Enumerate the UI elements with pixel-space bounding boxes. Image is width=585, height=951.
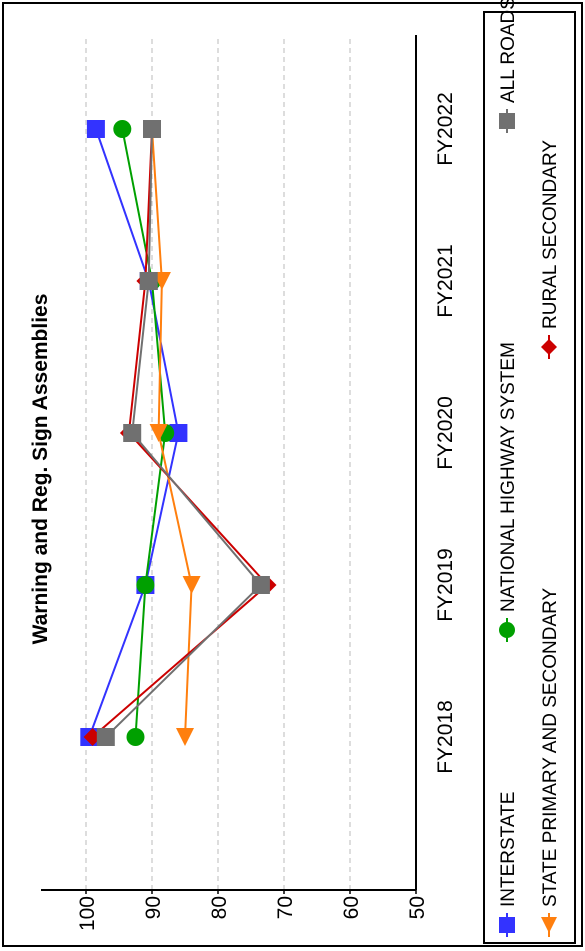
- legend-label: INTERSTATE: [498, 792, 519, 907]
- y-tick-label: 90: [142, 896, 165, 919]
- data-point: [176, 728, 194, 746]
- chart-title: Warning and Reg. Sign Assemblies: [29, 294, 52, 645]
- data-point: [136, 576, 155, 594]
- data-point: [169, 424, 188, 442]
- legend: INTERSTATE NATIONAL HIGHWAY SYSTEM STATE P…: [483, 0, 576, 944]
- legend-label: RURAL SECONDARY: [540, 140, 561, 329]
- legend-label: ALL ROADS: [498, 0, 519, 103]
- legend-swatch-marker: [541, 339, 557, 355]
- y-tick-label: 80: [208, 896, 231, 919]
- data-point: [123, 424, 142, 442]
- data-point: [182, 576, 201, 594]
- data-point: [149, 424, 168, 442]
- legend-swatch-marker: [499, 113, 515, 129]
- data-point: [96, 728, 115, 746]
- legend-swatch-marker: [499, 917, 515, 933]
- y-tick-label: 60: [340, 896, 363, 919]
- x-tick-label: FY2021: [434, 244, 457, 318]
- data-point: [86, 120, 105, 138]
- legend-swatch-marker: [499, 622, 515, 638]
- x-tick-label: FY2020: [434, 396, 457, 470]
- x-tick-label: FY2019: [434, 548, 457, 622]
- data-point: [251, 576, 270, 594]
- y-tick-label: 100: [76, 896, 99, 931]
- data-point: [139, 272, 158, 290]
- legend-box: [483, 11, 576, 944]
- x-tick-label: FY2018: [434, 700, 457, 774]
- data-point: [143, 120, 161, 138]
- y-tick-label: 70: [274, 896, 297, 919]
- x-tick-label: FY2022: [434, 92, 457, 166]
- plot-area: 100 90 80 70 60 50 FY2018 FY2019 FY2020 FY2021 FY2…: [41, 35, 457, 931]
- data-point: [113, 120, 132, 138]
- data-point: [126, 728, 145, 746]
- y-tick-label: 50: [406, 896, 429, 919]
- legend-swatch-marker: [541, 917, 557, 933]
- legend-label: STATE PRIMARY AND SECONDARY: [540, 587, 561, 907]
- legend-label: NATIONAL HIGHWAY SYSTEM: [498, 342, 519, 612]
